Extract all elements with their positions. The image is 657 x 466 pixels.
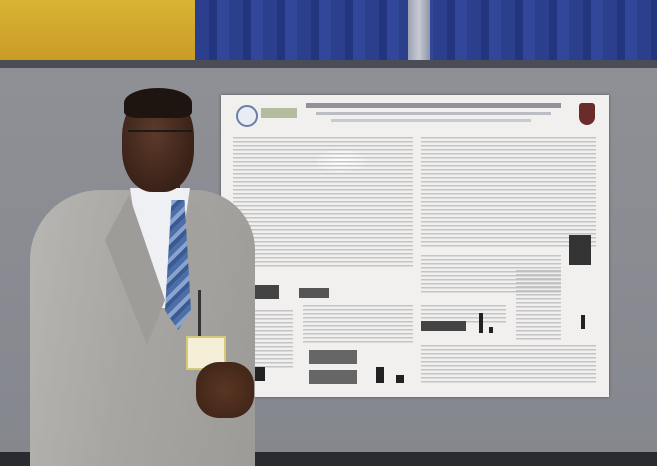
university-seal-icon <box>236 105 258 127</box>
poster-bar-chart <box>254 285 279 299</box>
poster-bar <box>479 313 483 333</box>
yellow-curtain <box>0 0 200 62</box>
poster-chart <box>299 288 329 298</box>
research-poster <box>221 95 609 397</box>
poster-text-column <box>516 270 561 340</box>
poster-text-column <box>233 137 413 267</box>
poster-figure <box>253 367 265 381</box>
board-top-rail <box>0 60 657 70</box>
poster-bar <box>396 375 404 383</box>
poster-title <box>306 103 561 108</box>
poster-chart <box>421 321 466 331</box>
institution-logo-icon <box>261 108 297 118</box>
poster-affiliations <box>331 119 531 122</box>
poster-authors <box>316 112 551 115</box>
glasses-icon <box>128 130 192 144</box>
crest-icon <box>579 103 595 125</box>
lanyard <box>198 290 201 340</box>
poster-text-column <box>421 305 506 325</box>
poster-text-column <box>303 305 413 345</box>
person-hair <box>124 88 192 118</box>
poster-table <box>309 350 357 364</box>
poster-bar <box>376 367 384 383</box>
poster-table <box>309 370 357 384</box>
poster-text-column <box>421 137 596 247</box>
curtain-gap <box>408 0 430 62</box>
poster-figure <box>569 235 591 265</box>
poster-text-column <box>421 345 596 385</box>
poster-bar <box>489 327 493 333</box>
person-hands <box>196 362 254 418</box>
poster-bar <box>581 315 585 329</box>
